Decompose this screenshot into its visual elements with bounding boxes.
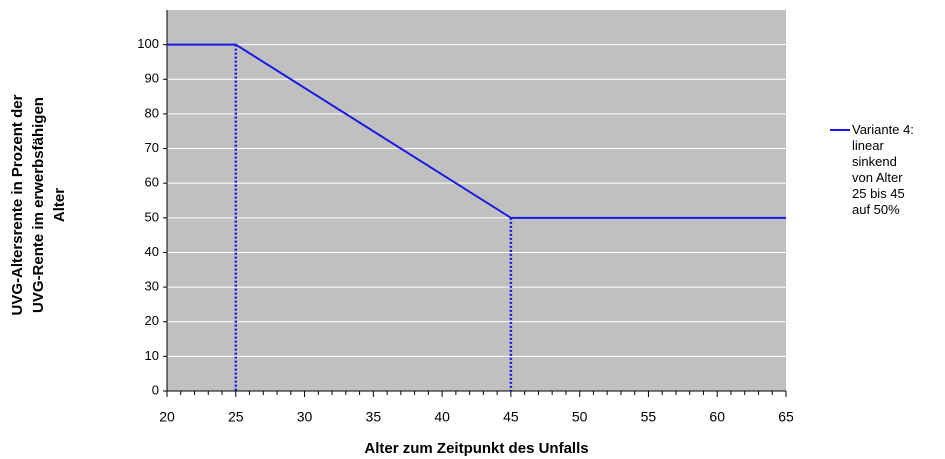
x-tick-label: 20	[159, 409, 175, 425]
x-tick-label: 60	[709, 409, 725, 425]
y-tick-label: 40	[145, 244, 159, 259]
y-tick-label: 50	[145, 209, 159, 224]
y-axis-label: UVG-Rente im erwerbsfähigen	[30, 97, 47, 313]
x-tick-label: 45	[503, 409, 519, 425]
y-axis-label: UVG-Altersrente in Prozent der	[9, 94, 26, 315]
y-tick-label: 0	[152, 382, 159, 397]
y-axis-label: Alter	[51, 188, 68, 222]
x-tick-label: 50	[572, 409, 588, 425]
legend-label: Variante 4: linear sinkend von Alter 25 …	[852, 122, 914, 217]
y-tick-label: 60	[145, 175, 159, 190]
x-tick-label: 55	[641, 409, 657, 425]
y-tick-label: 100	[137, 36, 159, 51]
x-tick-label: 65	[778, 409, 794, 425]
y-tick-label: 30	[145, 279, 159, 294]
plot-background	[167, 10, 786, 391]
x-axis-label: Alter zum Zeitpunkt des Unfalls	[364, 440, 588, 457]
x-tick-label: 35	[366, 409, 382, 425]
y-tick-label: 80	[145, 105, 159, 120]
x-tick-label: 25	[228, 409, 244, 425]
y-tick-label: 20	[145, 313, 159, 328]
y-tick-label: 70	[145, 140, 159, 155]
y-tick-label: 90	[145, 71, 159, 86]
data-line	[167, 43, 786, 219]
x-tick-label: 30	[297, 409, 313, 425]
x-tick-label: 40	[434, 409, 450, 425]
y-tick-label: 10	[145, 348, 159, 363]
